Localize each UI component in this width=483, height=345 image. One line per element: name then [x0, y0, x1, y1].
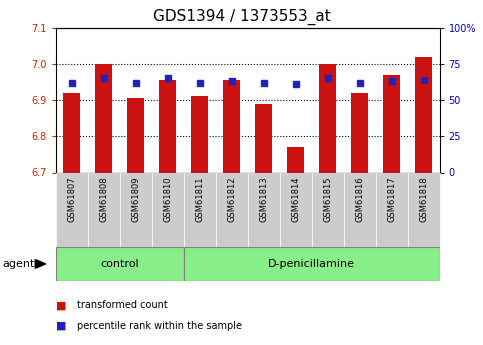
- Bar: [383, 75, 400, 172]
- Bar: [95, 64, 113, 172]
- Bar: [63, 93, 80, 172]
- Text: transformed count: transformed count: [77, 300, 168, 310]
- Text: GSM61810: GSM61810: [163, 176, 172, 222]
- FancyBboxPatch shape: [215, 172, 248, 247]
- FancyBboxPatch shape: [376, 172, 408, 247]
- Bar: [351, 93, 369, 172]
- Point: [99, 76, 107, 81]
- Bar: [255, 105, 272, 172]
- Text: ■: ■: [56, 300, 66, 310]
- Point: [355, 80, 363, 86]
- FancyBboxPatch shape: [408, 172, 440, 247]
- Point: [324, 76, 331, 81]
- Text: control: control: [100, 259, 139, 269]
- Text: GSM61812: GSM61812: [227, 176, 236, 222]
- Point: [292, 81, 299, 87]
- Text: GSM61808: GSM61808: [99, 176, 108, 222]
- Text: GSM61811: GSM61811: [195, 176, 204, 222]
- Point: [388, 78, 396, 84]
- Text: GSM61815: GSM61815: [323, 176, 332, 222]
- Bar: [319, 64, 336, 172]
- FancyBboxPatch shape: [184, 172, 215, 247]
- Polygon shape: [35, 259, 46, 268]
- FancyBboxPatch shape: [343, 172, 376, 247]
- Point: [196, 80, 203, 86]
- Point: [227, 78, 235, 84]
- Point: [164, 76, 171, 81]
- Text: percentile rank within the sample: percentile rank within the sample: [77, 321, 242, 331]
- Text: GSM61816: GSM61816: [355, 176, 364, 222]
- Bar: [159, 80, 176, 172]
- FancyBboxPatch shape: [184, 247, 440, 281]
- Text: GDS1394 / 1373553_at: GDS1394 / 1373553_at: [153, 9, 330, 25]
- Text: agent: agent: [2, 259, 35, 269]
- Text: ■: ■: [56, 321, 66, 331]
- FancyBboxPatch shape: [312, 172, 343, 247]
- Text: D-penicillamine: D-penicillamine: [268, 259, 355, 269]
- Bar: [191, 96, 208, 172]
- Text: GSM61818: GSM61818: [419, 176, 428, 222]
- Point: [132, 80, 140, 86]
- FancyBboxPatch shape: [152, 172, 184, 247]
- Text: GSM61814: GSM61814: [291, 176, 300, 222]
- Point: [420, 77, 427, 82]
- FancyBboxPatch shape: [248, 172, 280, 247]
- Text: GSM61807: GSM61807: [67, 176, 76, 222]
- Point: [260, 80, 268, 86]
- Text: GSM61809: GSM61809: [131, 176, 140, 222]
- FancyBboxPatch shape: [280, 172, 312, 247]
- FancyBboxPatch shape: [87, 172, 120, 247]
- Text: GSM61817: GSM61817: [387, 176, 396, 222]
- Text: GSM61813: GSM61813: [259, 176, 268, 222]
- Bar: [223, 80, 241, 172]
- Bar: [127, 98, 144, 172]
- Point: [68, 80, 75, 86]
- FancyBboxPatch shape: [120, 172, 152, 247]
- FancyBboxPatch shape: [56, 247, 184, 281]
- Bar: [415, 57, 432, 172]
- FancyBboxPatch shape: [56, 172, 87, 247]
- Bar: [287, 147, 304, 172]
